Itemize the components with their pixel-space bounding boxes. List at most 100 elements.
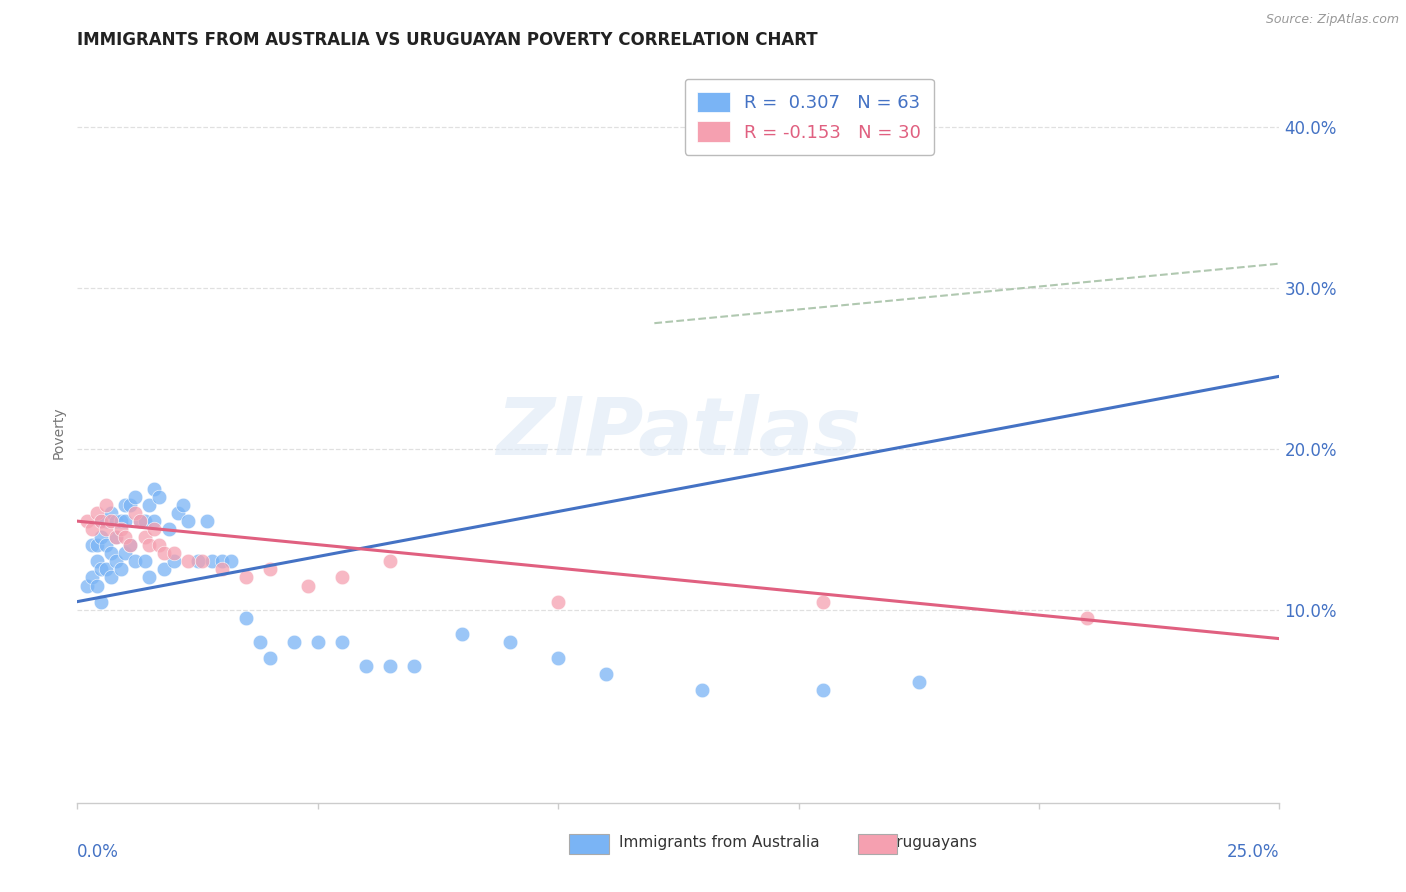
Point [908,675,931,690]
Text: ZIPatlas: ZIPatlas [496,393,860,472]
Point [307,635,329,649]
Point [402,659,425,673]
Point [104,554,127,568]
Point [143,514,166,528]
Point [90,530,112,544]
Point [134,514,156,528]
Point [120,498,142,512]
Point [90,514,112,528]
Point [157,522,180,536]
Point [177,514,200,528]
Point [219,554,242,568]
Point [90,514,112,528]
Point [283,635,305,649]
Point [76,578,98,592]
Point [547,594,569,608]
Point [80,538,103,552]
Text: Immigrants from Australia: Immigrants from Australia [619,836,820,850]
Point [100,514,122,528]
Point [124,490,146,504]
Point [138,570,160,584]
Point [110,562,132,576]
Point [76,514,98,528]
Point [451,627,474,641]
Point [120,538,142,552]
Point [104,530,127,544]
Point [177,554,200,568]
Point [162,546,184,560]
Point [90,594,112,608]
Point [201,554,224,568]
Point [499,635,522,649]
Point [153,546,176,560]
Point [235,570,257,584]
Point [128,514,150,528]
Point [100,570,122,584]
Point [259,562,281,576]
Point [114,498,136,512]
Point [100,506,122,520]
Point [330,570,353,584]
Point [330,635,353,649]
Point [211,562,233,576]
Point [211,554,233,568]
Legend: R =  0.307   N = 63, R = -0.153   N = 30: R = 0.307 N = 63, R = -0.153 N = 30 [685,78,934,155]
Point [96,514,118,528]
Point [692,683,714,698]
Point [259,651,281,665]
Point [378,659,401,673]
Text: Source: ZipAtlas.com: Source: ZipAtlas.com [1265,13,1399,27]
Point [143,482,166,496]
Point [138,538,160,552]
Point [104,514,127,528]
Text: 0.0%: 0.0% [77,843,120,861]
Point [80,570,103,584]
Point [811,594,834,608]
Point [128,514,150,528]
Point [195,514,218,528]
Point [114,514,136,528]
Point [191,554,214,568]
Point [235,611,257,625]
Point [124,554,146,568]
Point [162,554,184,568]
Point [148,538,170,552]
Point [167,506,190,520]
Text: Uruguayans: Uruguayans [886,836,977,850]
Point [378,554,401,568]
Point [104,530,127,544]
Point [297,578,319,592]
Point [86,538,108,552]
Text: 25.0%: 25.0% [1227,843,1279,861]
Point [96,538,118,552]
Point [143,522,166,536]
Point [172,498,194,512]
Point [138,498,160,512]
Point [110,514,132,528]
Text: IMMIGRANTS FROM AUSTRALIA VS URUGUAYAN POVERTY CORRELATION CHART: IMMIGRANTS FROM AUSTRALIA VS URUGUAYAN P… [77,31,818,49]
Point [96,498,118,512]
Point [110,522,132,536]
Point [86,506,108,520]
Point [96,562,118,576]
Point [80,522,103,536]
Point [547,651,569,665]
Point [86,554,108,568]
Point [134,530,156,544]
Point [153,562,176,576]
Point [354,659,377,673]
Point [187,554,209,568]
Point [595,667,617,681]
Point [96,522,118,536]
Point [811,683,834,698]
Point [124,506,146,520]
Point [134,554,156,568]
Point [100,546,122,560]
Point [114,546,136,560]
Point [90,562,112,576]
Point [120,538,142,552]
Point [249,635,271,649]
Point [114,530,136,544]
Point [148,490,170,504]
Point [86,578,108,592]
